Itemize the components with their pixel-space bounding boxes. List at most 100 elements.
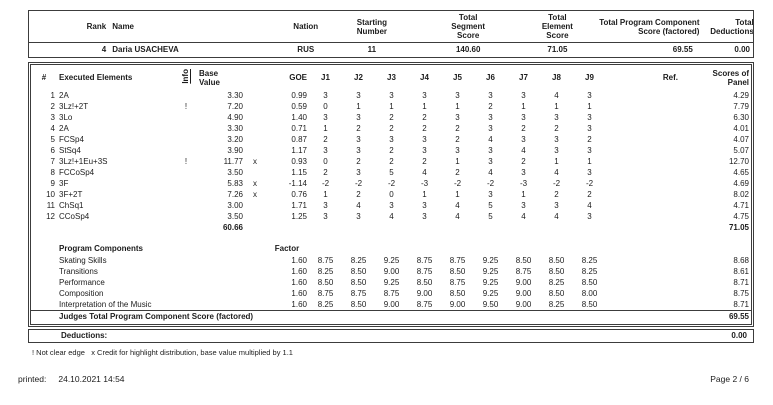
x-column-header (245, 65, 265, 91)
element-name: 3F+2T (59, 190, 83, 199)
judge-3-score: -2 (387, 179, 396, 188)
total-segment-score-column-label: Total Segment Score (451, 13, 486, 40)
element-info-flag (175, 124, 197, 135)
judge-8-component-score: 8.25 (548, 278, 565, 287)
judge-8-score: 3 (554, 135, 559, 144)
judge-2-score: 4 (356, 201, 361, 210)
component-name: Interpretation of the Music (59, 299, 152, 309)
element-goe: 1.17 (291, 146, 307, 155)
judge-9-score: 3 (587, 113, 592, 122)
judge-4-score: 2 (422, 113, 427, 122)
judge-8-score: 1 (554, 102, 559, 111)
element-panel-score: 4.29 (733, 91, 749, 100)
element-goe: 1.71 (291, 201, 307, 210)
element-x-credit: x (253, 190, 257, 199)
element-number: 11 (46, 201, 55, 210)
judge-9-component-score: 8.50 (581, 278, 598, 287)
element-name: 2A (59, 91, 69, 100)
element-number: 5 (50, 135, 55, 144)
element-panel-score: 4.69 (733, 179, 749, 188)
element-x-credit: x (253, 179, 257, 188)
page-number: Page 2 / 6 (710, 374, 749, 384)
element-row: 5 FCSp4 3.20 0.87 2 3 3 3 2 4 3 3 2 4 (31, 135, 751, 146)
element-number: 6 (50, 146, 55, 155)
element-info-flag (175, 179, 197, 190)
spacer-row (31, 234, 751, 242)
judge-4-score: 1 (422, 102, 427, 111)
judge-4-component-score: 9.00 (416, 289, 433, 298)
element-x-credit (245, 113, 265, 124)
starting-number-value: 11 (333, 42, 411, 57)
component-factor: 1.60 (291, 289, 307, 298)
judge-8-score: 4 (554, 212, 559, 221)
judge-2-score: 3 (356, 91, 361, 100)
element-base-value: 5.83 (227, 179, 243, 188)
element-panel-score: 8.02 (733, 190, 749, 199)
element-goe: -1.14 (288, 179, 307, 188)
judge-3-column-header: J3 (387, 73, 396, 82)
goe-column-header: GOE (289, 73, 307, 82)
elements-totals-row: 60.66 71.05 (31, 223, 751, 234)
judge-2-component-score: 8.50 (350, 299, 367, 309)
name-column-label: Name (112, 22, 135, 31)
starting-number-column-label: Starting Number (356, 17, 388, 36)
judge-2-score: 2 (356, 190, 361, 199)
judge-7-score: 3 (521, 91, 526, 100)
judge-8-component-score: 8.50 (548, 289, 565, 298)
element-name: 2A (59, 124, 69, 133)
judge-7-score: 4 (521, 146, 526, 155)
judge-5-score: 3 (455, 91, 460, 100)
executed-elements-column-header: Executed Elements (59, 73, 133, 82)
judge-4-score: 3 (422, 146, 427, 155)
element-base-value: 3.90 (227, 146, 243, 155)
element-number: 1 (50, 91, 55, 100)
component-panel-score: 8.71 (733, 278, 749, 287)
judge-5-score: 2 (455, 135, 460, 144)
program-components-title: Program Components (59, 243, 144, 253)
judge-9-score: 3 (587, 91, 592, 100)
element-number: 8 (50, 168, 55, 177)
judge-1-component-score: 8.75 (317, 256, 334, 265)
judge-3-score: 2 (389, 113, 394, 122)
element-panel-score: 4.71 (733, 201, 749, 210)
total-base-value: 60.66 (222, 223, 243, 232)
element-row: 2 3Lz!+2T ! 7.20 0.59 0 1 1 1 1 2 1 1 1 (31, 102, 751, 113)
element-base-value: 3.30 (227, 91, 243, 100)
judge-4-score: 3 (422, 212, 427, 221)
judge-8-score: 2 (554, 190, 559, 199)
judge-2-component-score: 8.75 (350, 289, 367, 298)
judge-6-score: 5 (488, 201, 493, 210)
nation-column-label: Nation (293, 22, 319, 31)
element-goe: 1.40 (291, 113, 307, 122)
element-number: 2 (50, 102, 55, 111)
element-row: 8 FCCoSp4 3.50 1.15 2 3 5 4 2 4 3 4 3 (31, 168, 751, 179)
skater-name: Daria USACHEVA (109, 42, 278, 57)
judge-8-score: 2 (554, 124, 559, 133)
summary-data-row: 4 Daria USACHEVA RUS 11 140.60 71.05 69.… (29, 42, 753, 57)
element-base-value: 3.50 (227, 168, 243, 177)
executed-elements-body: 1 2A 3.30 0.99 3 3 3 3 3 3 3 4 3 4.29 (31, 91, 751, 223)
printed-datetime: 24.10.2021 14:54 (58, 374, 125, 384)
component-name: Composition (59, 289, 104, 298)
judge-7-score: 3 (521, 168, 526, 177)
judge-5-score: 1 (455, 102, 460, 111)
element-ref (606, 102, 680, 113)
judge-4-score: 1 (422, 190, 427, 199)
component-factor: 1.60 (291, 267, 307, 276)
judge-6-column-header: J6 (486, 73, 495, 82)
component-row: Transitions 1.60 8.25 8.50 9.00 8.75 8.5… (31, 267, 751, 278)
judge-7-score: 2 (521, 124, 526, 133)
rank-value: 4 (29, 42, 110, 57)
element-x-credit: x (253, 157, 257, 166)
element-info-flag (175, 91, 197, 102)
judges-total-label: Judges Total Program Component Score (fa… (31, 310, 309, 324)
element-info-flag: ! (184, 157, 188, 166)
judge-3-component-score: 9.00 (383, 267, 400, 276)
component-factor: 1.60 (291, 278, 307, 287)
judge-9-score: 2 (587, 135, 592, 144)
judge-6-score: -2 (486, 179, 495, 188)
judge-3-score: 1 (389, 102, 394, 111)
element-panel-score: 6.30 (733, 113, 749, 122)
element-ref (606, 124, 680, 135)
